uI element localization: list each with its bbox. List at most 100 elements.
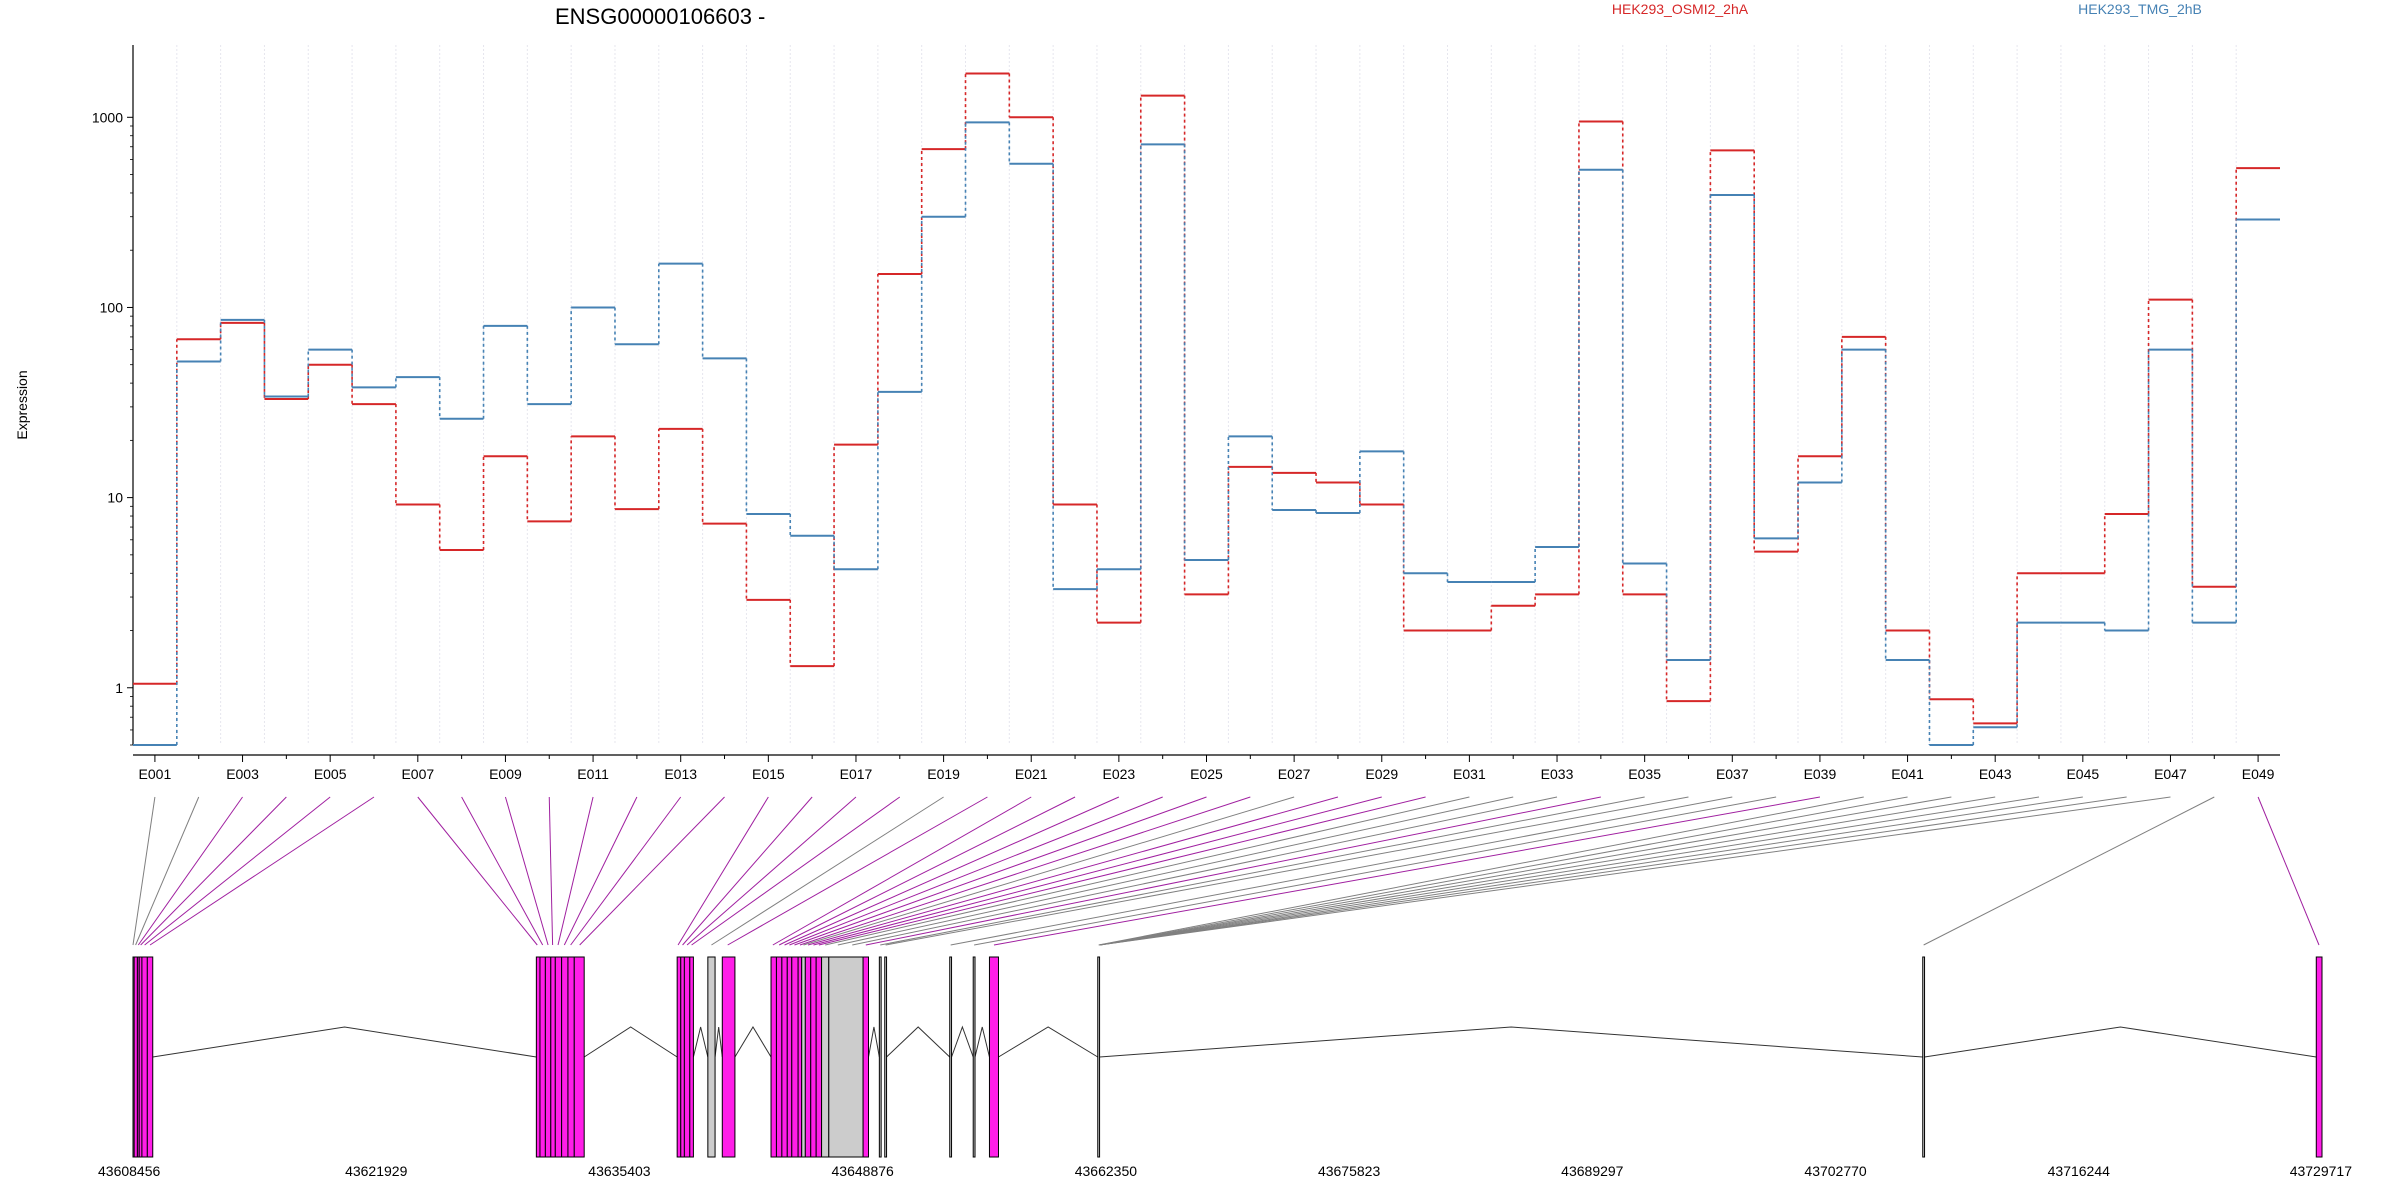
bin-link <box>778 796 1076 946</box>
bin-link <box>803 796 1295 946</box>
x-tick-label: E003 <box>226 766 259 782</box>
exon-block <box>539 956 546 1158</box>
legend: HEK293_OSMI2_2hA HEK293_TMG_2hB <box>1612 1 2202 17</box>
exon-block <box>544 956 552 1158</box>
intron-line <box>734 1026 772 1058</box>
bin-link <box>1098 796 1864 946</box>
intron-line <box>583 1026 678 1058</box>
exon-block <box>707 956 716 1158</box>
coordinate-label: 43702770 <box>1804 1163 1867 1179</box>
bin-link <box>950 796 1733 946</box>
bin-link <box>794 796 1207 946</box>
intron-line <box>692 1026 709 1058</box>
intron-line <box>714 1026 723 1058</box>
bin-link <box>686 796 857 946</box>
series-2 <box>133 121 2280 746</box>
x-tick-label: E037 <box>1716 766 1749 782</box>
exon-block <box>1097 956 1101 1158</box>
coordinate-label: 43648876 <box>832 1163 895 1179</box>
bin-link <box>789 796 1163 946</box>
exon-block <box>554 956 563 1158</box>
bin-link <box>1099 796 2171 946</box>
bin-link <box>557 796 594 946</box>
bin-link <box>865 796 1601 946</box>
bin-link <box>974 796 1777 946</box>
legend-entry: HEK293_OSMI2_2hA <box>1612 1 1749 17</box>
coordinate-label: 43716244 <box>2048 1163 2111 1179</box>
x-axis: E001 E003 E005 E007 E009 E011 E013 E015 E017 E019… <box>133 754 2280 782</box>
exon-block <box>550 956 556 1158</box>
bin-link <box>711 796 944 946</box>
bin-link <box>563 796 638 946</box>
bin-link <box>880 796 1645 946</box>
exon-block <box>680 956 685 1158</box>
bin-link <box>799 796 1251 946</box>
exon-block <box>146 956 154 1158</box>
bin-link <box>691 796 901 946</box>
x-tick-label: E049 <box>2242 766 2275 782</box>
bin-link <box>149 796 375 946</box>
coordinate-label: 43635403 <box>588 1163 651 1179</box>
x-tick-label: E035 <box>1628 766 1661 782</box>
y-tick-label: 10 <box>107 490 123 506</box>
bin-link <box>461 796 544 946</box>
genomic-coordinate-axis: 43608456 43621929 43635403 43648876 43662350… <box>98 1163 2352 1179</box>
exon-block <box>786 956 793 1158</box>
x-tick-label: E045 <box>2066 766 2099 782</box>
bin-link <box>784 796 1120 946</box>
bin-link <box>140 796 287 946</box>
bin-link <box>2257 796 2320 946</box>
x-tick-label: E005 <box>314 766 347 782</box>
exon-block <box>797 956 803 1158</box>
bin-link <box>818 796 1426 946</box>
exon-block <box>862 956 870 1158</box>
bin-link <box>682 796 813 946</box>
coordinate-label: 43662350 <box>1075 1163 1138 1179</box>
exon-block <box>878 956 882 1158</box>
intron-line <box>974 1026 990 1058</box>
bin-link <box>837 796 1514 946</box>
intron-line <box>1924 1026 2317 1058</box>
exon-block <box>775 956 783 1158</box>
series-1 <box>133 72 2280 725</box>
x-tick-label: E047 <box>2154 766 2187 782</box>
series-layer <box>133 72 2280 746</box>
bin-link <box>579 796 725 946</box>
intron-line <box>868 1026 880 1058</box>
bin-link <box>1099 796 1908 946</box>
bin-link <box>993 796 1821 946</box>
exon-block <box>141 956 148 1158</box>
bin-link <box>885 796 1689 946</box>
bin-link <box>852 796 1558 946</box>
chart-title: ENSG00000106603 - <box>555 4 765 29</box>
exon-block <box>567 956 575 1158</box>
exon-block <box>801 956 806 1158</box>
exon-block <box>810 956 817 1158</box>
x-tick-label: E023 <box>1103 766 1136 782</box>
exon-block <box>535 956 541 1158</box>
bin-link <box>825 796 1470 946</box>
exon-block <box>821 956 830 1158</box>
intron-line <box>152 1026 537 1058</box>
x-tick-label: E029 <box>1365 766 1398 782</box>
x-tick-label: E031 <box>1453 766 1486 782</box>
exon-block <box>988 956 999 1158</box>
x-tick-label: E013 <box>664 766 697 782</box>
bin-link <box>132 796 156 946</box>
exon-block <box>791 956 799 1158</box>
coordinate-label: 43689297 <box>1561 1163 1624 1179</box>
legend-entry: HEK293_TMG_2hB <box>2078 1 2202 17</box>
exon-block <box>573 956 585 1158</box>
exon-block <box>972 956 976 1158</box>
coordinate-label: 43608456 <box>98 1163 161 1179</box>
exon-block <box>1922 956 1926 1158</box>
exon-block <box>815 956 823 1158</box>
x-tick-label: E021 <box>1015 766 1048 782</box>
y-axis: 1 10 100 1000 <box>92 45 134 746</box>
exon-block <box>770 956 777 1158</box>
x-tick-label: E043 <box>1979 766 2012 782</box>
x-tick-label: E027 <box>1278 766 1311 782</box>
exon-block <box>884 956 888 1158</box>
x-tick-label: E015 <box>752 766 785 782</box>
